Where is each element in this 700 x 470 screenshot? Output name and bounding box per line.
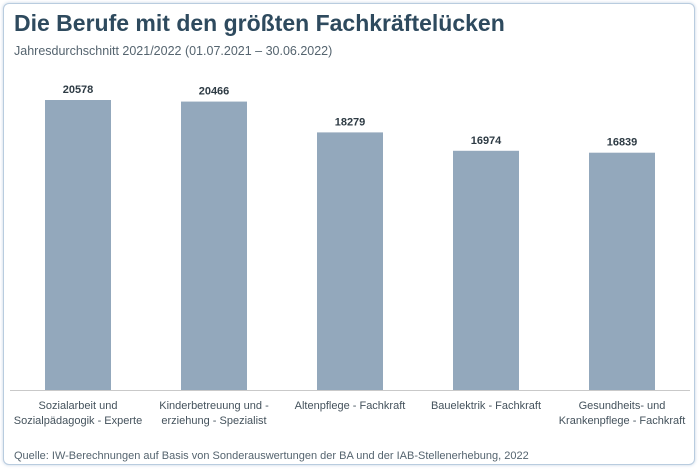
value-label-4: 16839: [607, 137, 638, 149]
chart-frame: 20578 20466 18279 16974 16839 Sozialarbeit u…: [3, 3, 695, 465]
bar-2: [317, 132, 383, 390]
bar-0: [45, 100, 111, 390]
bar-chart: 20578 20466 18279 16974 16839 Sozialarbeit u…: [10, 84, 690, 427]
chart-title: Die Berufe mit den größten Fachkräftelüc…: [14, 10, 505, 36]
category-label-1: Kinderbetreuung und -erziehung - Spezial…: [159, 400, 269, 427]
bars-group: [45, 100, 655, 391]
category-labels-group: Sozialarbeit und Sozialpädagogik - Expert…: [14, 400, 686, 427]
value-label-3: 16974: [471, 135, 502, 147]
category-label-4: Gesundheits- und Krankenpflege - Fachkraf…: [559, 400, 686, 427]
bar-3: [453, 150, 519, 390]
value-label-2: 18279: [335, 116, 366, 128]
bar-1: [181, 101, 247, 391]
category-label-3: Bauelektrik - Fachkraft: [431, 400, 541, 412]
chart-subtitle: Jahresdurchschnitt 2021/2022 (01.07.2021…: [14, 44, 333, 58]
bar-4: [589, 152, 655, 390]
category-label-2: Altenpflege - Fachkraft: [295, 400, 406, 412]
value-label-0: 20578: [63, 84, 94, 96]
source-note: Quelle: IW-Berechnungen auf Basis von So…: [14, 450, 529, 462]
value-labels-group: 20578 20466 18279 16974 16839: [63, 84, 638, 149]
value-label-1: 20466: [199, 86, 230, 98]
category-label-0: Sozialarbeit und Sozialpädagogik - Expert…: [14, 400, 142, 427]
